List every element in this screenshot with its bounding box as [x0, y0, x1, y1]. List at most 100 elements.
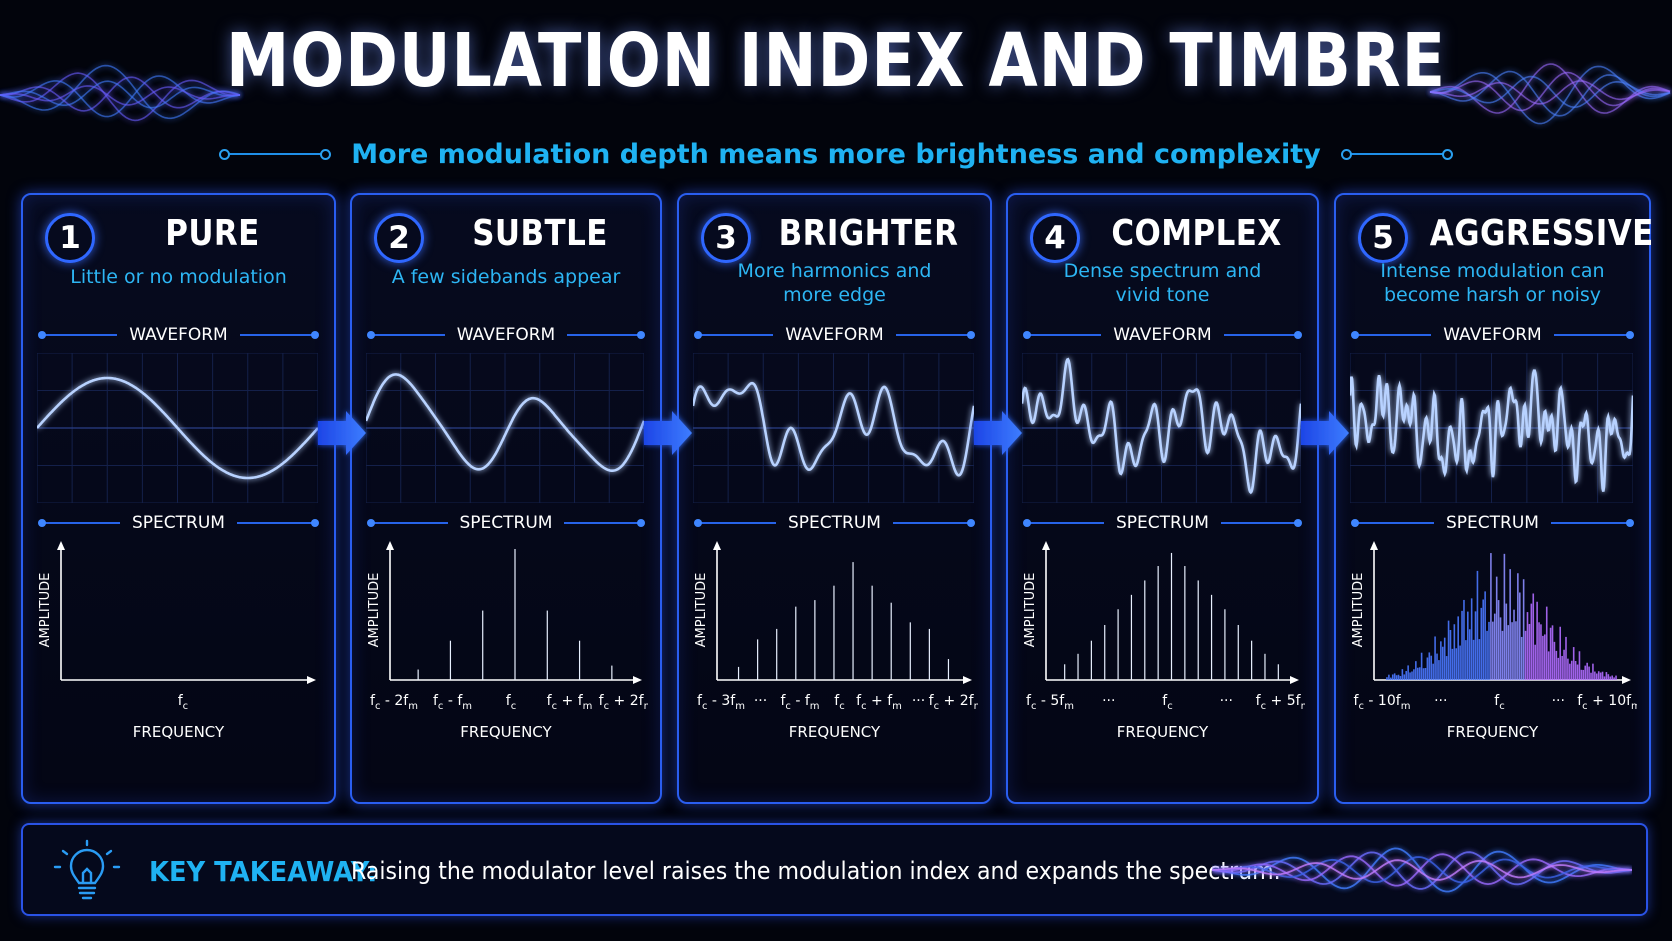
tick-label: fc - fm [780, 693, 819, 712]
stage-title: COMPLEX [1111, 213, 1282, 254]
amplitude-axis-label: AMPLITUDE [1351, 573, 1366, 648]
divider [1022, 331, 1102, 339]
stage-description-line: become harsh or noisy [1383, 284, 1602, 306]
stage-panel-complex: 4 COMPLEX Dense spectrum and vivid tone WAVE… [1006, 193, 1319, 804]
axis-arrow [386, 541, 394, 550]
waveform-label: WAVEFORM [1350, 325, 1635, 345]
stage-description-line: More harmonics and [737, 260, 932, 282]
spectrum-plot: AMPLITUDE fc - 2fm fc - fm fc fc + fm fc + 2f… [367, 541, 648, 712]
tick-label: ··· [1220, 693, 1233, 709]
tick-label: fc - 10fm [1354, 693, 1411, 712]
section-label-text: SPECTRUM [459, 513, 553, 533]
stage-description: Little or no modulation [70, 266, 287, 288]
axis-arrow [1370, 541, 1378, 550]
waveform-line [366, 373, 644, 472]
divider [693, 519, 777, 527]
waveform-plot [366, 353, 644, 503]
stage-title: BRIGHTER [778, 213, 959, 254]
divider [693, 331, 774, 339]
divider [236, 519, 320, 527]
waveform-plot [1350, 353, 1633, 503]
stage-panel-subtle: 2 SUBTLE A few sidebands appear WAVEFORM SPE… [350, 193, 662, 804]
stage-description-line: Dense spectrum and [1063, 260, 1262, 282]
spectrum-label: SPECTRUM [1350, 513, 1635, 533]
decorative-wave-line [1212, 853, 1632, 887]
tick-label: fc [1494, 693, 1504, 712]
decorative-wave-line [1212, 859, 1632, 881]
stage-panel-pure: 1 PURE Little or no modulation WAVEFORM SPEC… [21, 193, 336, 804]
tick-label: ··· [1434, 693, 1447, 709]
stage-title: SUBTLE [472, 213, 608, 254]
divider [1550, 519, 1635, 527]
frequency-axis-label: FREQUENCY [1446, 723, 1539, 741]
page-title: MODULATION INDEX AND TIMBRE [226, 18, 1446, 104]
divider [367, 519, 448, 527]
axis-arrow [1290, 676, 1299, 684]
waveform-plot [693, 353, 974, 503]
divider [37, 519, 121, 527]
arrow-right-icon [1301, 411, 1349, 455]
axis-arrow [1622, 676, 1631, 684]
stage-description: Intense modulation can become harsh or no… [1344, 259, 1641, 307]
stage-number-badge: 3 [701, 213, 751, 263]
stage-panel-aggressive: 5 AGGRESSIVE Intense modulation can become … [1334, 193, 1654, 804]
tick-label: fc [178, 693, 188, 712]
spectrum-plot: AMPLITUDE fc - 10fm ··· fc ··· fc + 10fm [1351, 541, 1637, 712]
stage-description: Dense spectrum and vivid tone [1016, 259, 1309, 307]
decorative-wave-line [1212, 851, 1632, 890]
axis-arrow [307, 676, 316, 684]
divider [895, 331, 976, 339]
frequency-axis-label: FREQUENCY [132, 723, 225, 741]
lightbulb-icon [53, 839, 121, 900]
stage-description-line: vivid tone [1115, 284, 1210, 306]
spectrum-plot: AMPLITUDE fc - 5fm ··· fc ··· fc + 5fm [1023, 541, 1305, 712]
amplitude-axis-label: AMPLITUDE [1023, 573, 1038, 648]
tick-label: fc [506, 693, 516, 712]
stage-panel-brighter: 3 BRIGHTER More harmonics and more edge WAVE… [677, 193, 992, 804]
section-label-text: WAVEFORM [1443, 325, 1542, 345]
waveform-label: WAVEFORM [367, 325, 645, 345]
page-subtitle: More modulation depth means more brightn… [351, 138, 1321, 170]
tick-label: fc + 5fm [1256, 693, 1305, 712]
tick-label: fc [834, 693, 844, 712]
section-label-text: WAVEFORM [456, 325, 556, 345]
divider [1553, 331, 1635, 339]
frequency-axis-label: FREQUENCY [1116, 723, 1209, 741]
stage-title: AGGRESSIVE [1429, 213, 1654, 254]
takeaway-decorative-wave [1212, 847, 1632, 893]
divider [1022, 519, 1105, 527]
waveform-label: WAVEFORM [37, 325, 320, 345]
stage-description: More harmonics and more edge [687, 259, 982, 307]
waveform-line [1022, 357, 1301, 495]
stage-number-badge: 1 [45, 213, 95, 263]
spectrum-plot: AMPLITUDE fc [38, 541, 316, 712]
spectrum-label: SPECTRUM [1022, 513, 1303, 533]
amplitude-axis-label: AMPLITUDE [694, 573, 709, 648]
arrow-right-icon [318, 411, 366, 455]
amplitude-axis-label: AMPLITUDE [367, 573, 382, 648]
tick-label: fc - 5fm [1026, 693, 1074, 712]
section-label-text: WAVEFORM [1113, 325, 1212, 345]
tick-label: ··· [1552, 693, 1565, 709]
tick-label: fc + fm [856, 693, 902, 712]
stage-title: PURE [165, 213, 260, 254]
tick-label: ··· [1102, 693, 1115, 709]
section-label-text: SPECTRUM [132, 513, 225, 533]
axis-arrow [963, 676, 972, 684]
waveform-plot [37, 353, 318, 503]
tick-label: fc - fm [433, 693, 472, 712]
amplitude-axis-label: AMPLITUDE [38, 573, 53, 648]
section-label-text: SPECTRUM [1446, 513, 1539, 533]
key-takeaway-label: KEY TAKEAWAY: [149, 855, 378, 888]
spectrum-label: SPECTRUM [693, 513, 976, 533]
spectrum-label: SPECTRUM [367, 513, 645, 533]
decorative-wave-line [1212, 856, 1632, 884]
divider [239, 331, 320, 339]
subtitle-row: More modulation depth means more brightn… [0, 136, 1672, 172]
waveform-line [693, 381, 974, 477]
key-takeaway-box: KEY TAKEAWAY: Raising the modulator leve… [21, 823, 1648, 916]
frequency-axis-label: FREQUENCY [460, 723, 552, 741]
stage-description: A few sidebands appear [391, 266, 621, 288]
